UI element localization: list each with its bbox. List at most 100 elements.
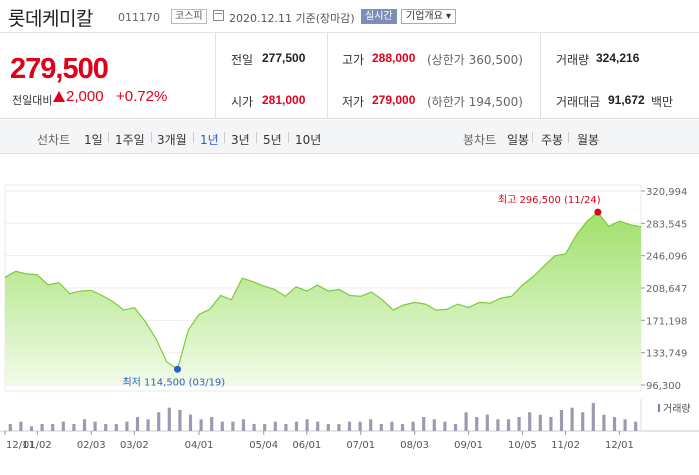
stock-header: 롯데케미칼 011170 코스피 2020.12.11 기준(장마감) 실시간 …	[0, 0, 699, 33]
volume-bar	[358, 421, 362, 431]
low-label: 저가	[342, 95, 365, 109]
volume-bar	[337, 424, 341, 431]
price-area	[5, 212, 641, 385]
calendar-icon	[213, 10, 224, 21]
volume-bar	[400, 424, 405, 431]
volume-bar	[72, 424, 76, 431]
volume-bar	[305, 419, 309, 431]
line-chart-label: 선차트	[37, 133, 71, 147]
volume-bar	[559, 410, 564, 431]
volume-bar	[263, 424, 267, 431]
period-3y[interactable]: 3년	[231, 133, 250, 147]
volume-bar	[453, 424, 458, 431]
volume-bar	[316, 421, 320, 431]
period-1y[interactable]: 1년	[200, 133, 219, 147]
price-line	[4, 211, 642, 371]
volume-bar	[369, 419, 373, 431]
volume-bar	[390, 421, 394, 431]
trade-amount-value: 91,672	[608, 93, 645, 107]
x-tick-label: 10/05	[508, 440, 537, 451]
volume-bar	[29, 426, 34, 431]
prev-close-label: 전일	[231, 53, 254, 67]
prev-close-value: 277,500	[262, 51, 306, 65]
x-tick-label: 12/01	[605, 440, 634, 451]
market-badge: 코스피	[171, 9, 207, 24]
volume-label: 거래량	[556, 53, 590, 67]
x-tick-label: 05/04	[249, 440, 278, 451]
x-tick-label: 02/03	[77, 440, 106, 451]
volume-bar	[506, 419, 511, 431]
x-tick-label: 03/02	[120, 440, 149, 451]
volume-bar	[528, 412, 532, 431]
volume-bar	[422, 417, 426, 431]
volume-bar	[443, 421, 447, 431]
volume-bar	[241, 419, 246, 431]
volume-bar	[411, 421, 415, 431]
x-tick-label: 06/01	[292, 440, 321, 451]
realtime-button[interactable]: 실시간	[361, 9, 397, 24]
x-tick-label: 04/01	[185, 440, 214, 451]
volume-bar	[570, 407, 574, 431]
y-tick-label: 246,096	[646, 252, 687, 263]
candle-monthly[interactable]: 월봉	[577, 133, 600, 147]
volume-bar	[51, 424, 55, 431]
separator	[224, 132, 225, 143]
period-selector: 선차트 1일 1주일 3개월 1년 3년 5년 10년 봉차트 일봉 주봉 월봉	[0, 120, 699, 154]
volume-bar	[252, 424, 256, 431]
x-tick-label: 01/02	[23, 440, 52, 451]
period-5y[interactable]: 5년	[263, 133, 282, 147]
y-tick-label: 133,749	[646, 349, 687, 360]
period-3m[interactable]: 3개월	[157, 133, 187, 147]
period-10y[interactable]: 10년	[295, 133, 322, 147]
base-date: 2020.12.11 기준(장마감)	[229, 12, 355, 25]
company-overview-button[interactable]: 기업개요 ▾	[401, 9, 456, 24]
divider	[215, 33, 216, 119]
volume-bar	[517, 417, 521, 431]
period-1d[interactable]: 1일	[84, 133, 103, 147]
volume-bar	[623, 419, 627, 431]
separator	[532, 132, 533, 143]
open-value: 281,000	[262, 93, 306, 107]
volume-bar	[188, 414, 193, 431]
volume-bar	[549, 417, 553, 431]
separator	[151, 132, 152, 143]
separator	[256, 132, 257, 143]
volume-bar	[284, 424, 288, 431]
divider	[540, 33, 541, 119]
volume-bar	[135, 417, 140, 431]
volume-bar	[178, 410, 182, 431]
volume-bar	[538, 414, 542, 431]
volume-bar	[8, 424, 12, 431]
separator	[288, 132, 289, 143]
chart-svg[interactable]: 320,994 283,545 246,096 208,647 171,198 133,7…	[0, 155, 699, 471]
candle-chart-label: 봉차트	[463, 133, 497, 147]
candle-daily[interactable]: 일봉	[507, 133, 530, 147]
volume-bar	[496, 419, 500, 431]
volume-bar	[104, 424, 108, 431]
high-label: 고가	[342, 53, 365, 67]
price-chart[interactable]: 320,994 283,545 246,096 208,647 171,198 133,7…	[0, 155, 699, 471]
volume-bar	[485, 414, 489, 431]
x-tick-label: 12/11	[6, 440, 35, 451]
current-price: 279,500	[10, 53, 109, 85]
volume-bar	[591, 403, 595, 431]
volume-bar	[93, 421, 97, 431]
volume-bar	[82, 419, 87, 431]
volume-bar	[475, 417, 479, 431]
x-tick-label: 08/03	[400, 440, 429, 451]
volume-bar	[220, 421, 224, 431]
volume-bar	[19, 421, 23, 431]
volume-bar	[157, 412, 161, 431]
min-marker	[173, 365, 181, 373]
x-tick-label: 07/01	[346, 440, 375, 451]
volume-bar	[347, 421, 352, 431]
y-tick-label: 208,647	[646, 284, 687, 295]
low-value: 279,000	[372, 93, 416, 107]
candle-weekly[interactable]: 주봉	[541, 133, 564, 147]
volume-bar	[146, 419, 150, 431]
y-tick-label: 320,994	[646, 187, 687, 198]
volume-bar	[231, 421, 235, 431]
period-1w[interactable]: 1주일	[115, 133, 145, 147]
volume-bar	[61, 421, 65, 431]
x-tick-label: 09/01	[454, 440, 483, 451]
